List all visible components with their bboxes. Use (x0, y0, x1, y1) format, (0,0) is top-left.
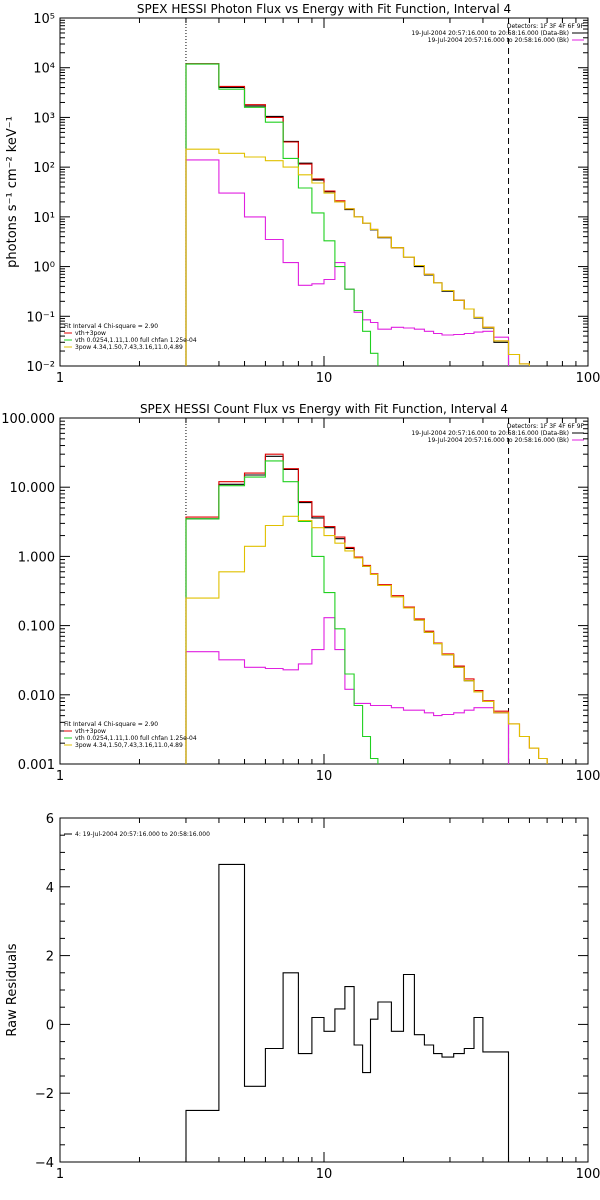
y-tick-label: 0.100 (18, 620, 55, 635)
y-tick-label: 10¹ (33, 211, 55, 226)
x-tick-label: 1 (56, 371, 64, 386)
y-axis-label: photons s⁻¹ cm⁻² keV⁻¹ (5, 116, 20, 268)
x-tick-label: 100 (576, 1167, 600, 1182)
chart-title: SPEX HESSI Photon Flux vs Energy with Fi… (137, 2, 511, 16)
y-tick-label: 6 (46, 812, 54, 827)
panel-2: SPEX HESSI Count Flux vs Energy with Fit… (1, 402, 600, 784)
series-residual (185, 863, 510, 1162)
x-tick-label: 100 (576, 769, 600, 784)
y-tick-label: 10² (33, 161, 55, 176)
legend-left-entry: vth 0.0254,1.11,1.00 full chfan 1.25e-04 (75, 337, 197, 344)
x-tick-label: 100 (576, 371, 600, 386)
series-3pow (185, 148, 530, 366)
y-tick-label: 10⁻¹ (26, 310, 55, 325)
y-tick-label: 100.000 (1, 412, 55, 427)
y-tick-label: 10³ (33, 111, 55, 126)
x-tick-label: 1 (56, 1167, 64, 1182)
legend-left-header: Fit Interval 4 Chi-square = 2.90 (64, 323, 158, 330)
y-tick-label: 10⁻² (26, 360, 55, 375)
series-data-bk (185, 455, 510, 764)
series-group (185, 453, 548, 764)
y-tick-label: 0.010 (18, 689, 55, 704)
legend-left-entry: 3pow 4.34,1.50,7.43,3.16,11.0,4.89 (75, 742, 183, 749)
y-tick-label: 10.000 (10, 481, 56, 496)
legend-left-entry: 4: 19-Jul-2004 20:57:16.000 to 20:58:16.… (75, 831, 210, 838)
legend-left-entry: 3pow 4.34,1.50,7.43,3.16,11.0,4.89 (75, 344, 183, 351)
y-tick-label: 10⁰ (33, 261, 55, 276)
y-tick-label: −4 (35, 1156, 54, 1171)
panel-3: 1 10 100 −4 −2 0 2 4 6 Raw Residuals 4: 19-Jul-200… (5, 812, 600, 1182)
series-vth (185, 460, 379, 764)
series-group (185, 863, 510, 1162)
legend-left-entry: vth+3pow (75, 728, 106, 735)
series-bk (185, 617, 510, 764)
y-tick-label: 0.001 (18, 758, 55, 773)
x-tick-label: 10 (316, 371, 333, 386)
legend-left-entry: vth 0.0254,1.11,1.00 full chfan 1.25e-04 (75, 735, 197, 742)
y-tick-label: 0 (46, 1018, 54, 1033)
legend-right-entry: 19-Jul-2004 20:57:16.000 to 20:58:16.000… (411, 430, 569, 437)
y-tick-label: 10⁵ (33, 12, 55, 27)
panel-1: SPEX HESSI Photon Flux vs Energy with Fi… (5, 2, 600, 386)
chart-title: SPEX HESSI Count Flux vs Energy with Fit… (140, 402, 508, 416)
series-data-bk (185, 63, 510, 366)
series-vth (185, 63, 379, 366)
legend-left-header: Fit Interval 4 Chi-square = 2.90 (64, 721, 158, 728)
legend-left-entry: vth+3pow (75, 330, 106, 337)
legend-right-entry: 19-Jul-2004 20:57:16.000 to 20:58:16.000… (411, 30, 569, 37)
y-tick-label: −2 (35, 1087, 54, 1102)
y-tick-label: 2 (46, 950, 54, 965)
x-tick-label: 10 (316, 769, 333, 784)
x-tick-label: 10 (316, 1167, 333, 1182)
legend-right-entry: 19-Jul-2004 20:57:16.000 to 20:58:16.000… (428, 437, 569, 444)
y-tick-label: 1.000 (18, 550, 55, 565)
series-vth-3pow (185, 453, 548, 764)
y-axis-label: Raw Residuals (5, 943, 20, 1036)
series-bk (185, 159, 510, 366)
legend-right-entry: 19-Jul-2004 20:57:16.000 to 20:58:16.000… (428, 37, 569, 44)
series-3pow (185, 515, 548, 764)
y-tick-label: 10⁴ (33, 62, 55, 77)
x-tick-label: 1 (56, 769, 64, 784)
series-group (185, 63, 530, 366)
y-tick-label: 4 (46, 881, 54, 896)
legend-right-header: Detectors: 1F 3F 4F 6F 9F (507, 23, 585, 30)
legend-right-header: Detectors: 1F 3F 4F 6F 9F (507, 423, 585, 430)
